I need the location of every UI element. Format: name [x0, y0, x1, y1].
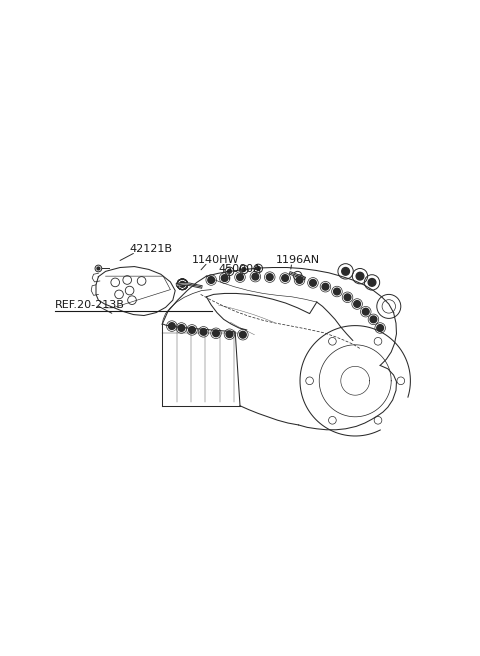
- Text: 42121B: 42121B: [130, 244, 173, 254]
- Circle shape: [208, 277, 215, 283]
- Circle shape: [200, 329, 207, 335]
- Circle shape: [178, 325, 185, 331]
- Circle shape: [97, 267, 100, 270]
- Circle shape: [342, 268, 349, 276]
- Circle shape: [213, 330, 219, 337]
- Circle shape: [344, 294, 351, 300]
- Circle shape: [282, 275, 288, 281]
- Circle shape: [377, 325, 384, 331]
- Circle shape: [226, 331, 233, 338]
- Circle shape: [240, 331, 246, 338]
- Text: 1196AN: 1196AN: [276, 255, 320, 265]
- Circle shape: [189, 327, 195, 333]
- Circle shape: [221, 275, 228, 281]
- Circle shape: [242, 268, 246, 272]
- Circle shape: [296, 277, 303, 283]
- Circle shape: [368, 279, 376, 286]
- Circle shape: [228, 270, 231, 274]
- Circle shape: [362, 308, 369, 315]
- Circle shape: [168, 323, 175, 329]
- Circle shape: [266, 274, 273, 281]
- Text: 45000A: 45000A: [218, 264, 261, 274]
- Circle shape: [370, 316, 377, 323]
- Circle shape: [356, 272, 364, 280]
- Circle shape: [237, 274, 243, 281]
- Circle shape: [252, 274, 259, 280]
- Text: 1140HW: 1140HW: [192, 255, 240, 265]
- Circle shape: [354, 300, 360, 308]
- Circle shape: [334, 288, 340, 295]
- Circle shape: [256, 266, 260, 270]
- Circle shape: [322, 283, 329, 290]
- Circle shape: [180, 281, 185, 287]
- Circle shape: [310, 279, 316, 286]
- Text: REF.20-213B: REF.20-213B: [55, 300, 125, 310]
